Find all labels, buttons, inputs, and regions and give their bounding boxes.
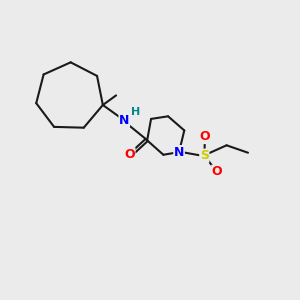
Text: H: H xyxy=(131,107,140,117)
Text: O: O xyxy=(200,130,210,143)
Text: N: N xyxy=(119,114,129,127)
Text: O: O xyxy=(124,148,135,161)
Text: S: S xyxy=(200,149,209,162)
Text: N: N xyxy=(174,146,184,159)
Text: O: O xyxy=(212,165,222,178)
